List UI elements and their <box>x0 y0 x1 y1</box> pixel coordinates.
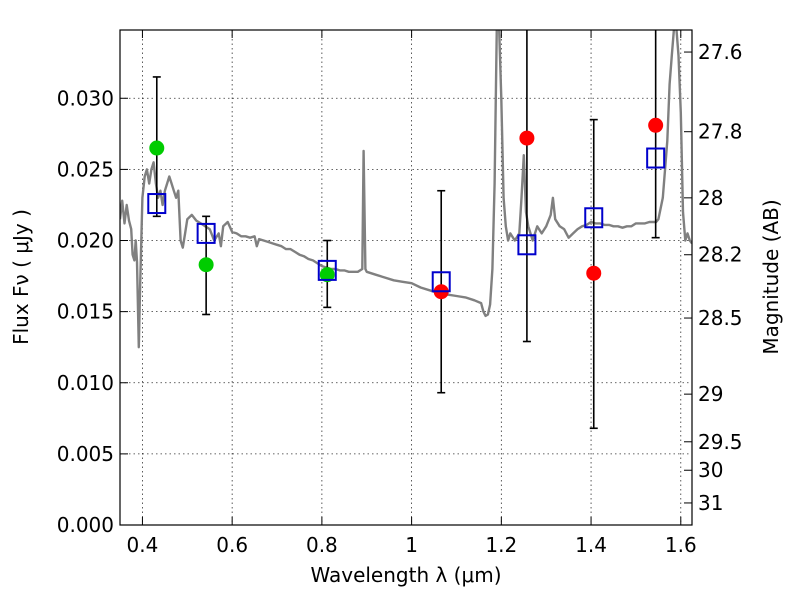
plot-frame <box>119 29 693 526</box>
data-point-circle <box>149 140 165 156</box>
y-tick-label: 0.025 <box>57 157 114 181</box>
data-point-circle <box>319 267 335 283</box>
data-point-circle <box>648 117 664 133</box>
y-tick-label: 0.015 <box>57 300 114 324</box>
y2-tick-label: 28.5 <box>698 306 743 330</box>
y2-tick-label: 27.6 <box>698 40 743 64</box>
y-tick-label: 0.000 <box>57 513 114 537</box>
y2-tick-label: 28.2 <box>698 243 743 267</box>
model-point-square <box>147 193 167 215</box>
data-point-circle <box>519 130 535 146</box>
model-point-square <box>584 207 604 229</box>
model-point-square <box>317 259 337 281</box>
model-point-square <box>196 222 216 244</box>
x-tick-label: 1 <box>405 533 418 557</box>
model-point-square <box>431 271 451 293</box>
y2-tick-label: 29 <box>698 382 723 406</box>
y2-tick-label: 30 <box>698 458 723 482</box>
y2-tick-label: 28 <box>698 186 723 210</box>
x-tick-label: 0.6 <box>216 533 248 557</box>
data-point-circle <box>198 257 214 273</box>
data-point-circle <box>586 265 602 281</box>
y2-tick-label: 31 <box>698 491 723 515</box>
x-tick-label: 0.4 <box>127 533 159 557</box>
x-tick-label: 0.8 <box>306 533 338 557</box>
y2-axis-title: Magnitude (AB) <box>759 199 783 354</box>
model-point-square <box>646 147 666 169</box>
y-axis-title: Flux Fν ( μJy ) <box>9 209 33 345</box>
y2-tick-label: 29.5 <box>698 430 743 454</box>
y2-tick-label: 27.8 <box>698 120 743 144</box>
y-tick-label: 0.030 <box>57 86 114 110</box>
x-tick-label: 1.4 <box>575 533 607 557</box>
x-tick-label: 1.2 <box>485 533 517 557</box>
plot-area <box>120 30 692 430</box>
x-tick-label: 1.6 <box>665 533 697 557</box>
model-point-square <box>517 234 537 256</box>
axis-ticks: 0.4 0.6 0.8 1 1.2 1.4 1.6 0.000 0.005 0.010 0.015 0… <box>57 30 743 557</box>
y-tick-label: 0.005 <box>57 442 114 466</box>
y-tick-label: 0.010 <box>57 371 114 395</box>
y-tick-label: 0.020 <box>57 229 114 253</box>
x-axis-title: Wavelength λ (μm) <box>310 563 501 587</box>
